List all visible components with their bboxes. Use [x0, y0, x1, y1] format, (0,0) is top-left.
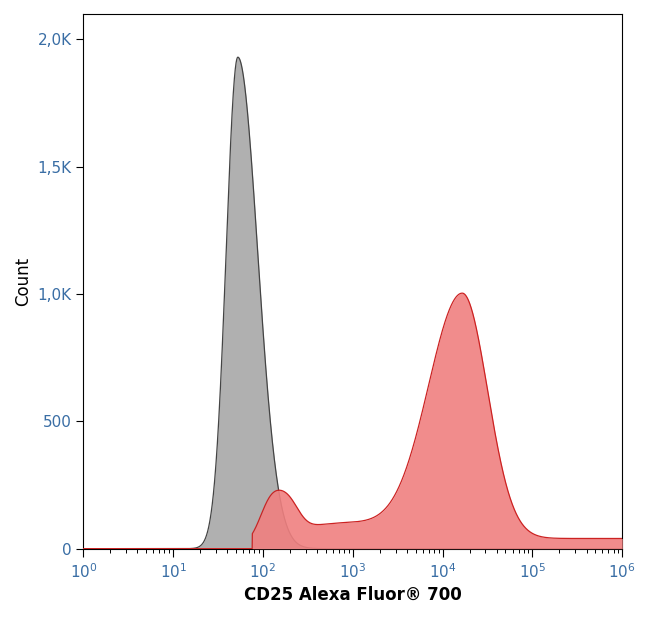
X-axis label: CD25 Alexa Fluor® 700: CD25 Alexa Fluor® 700	[244, 586, 462, 604]
Y-axis label: Count: Count	[14, 256, 32, 306]
